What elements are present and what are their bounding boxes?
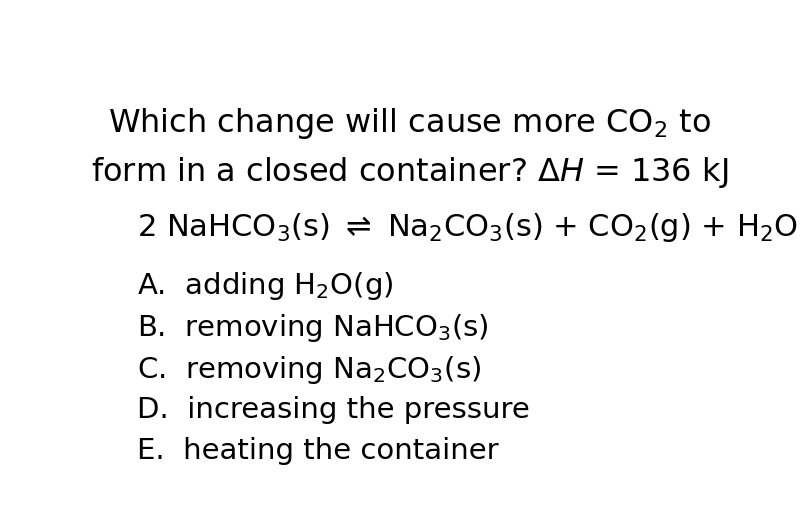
Text: C.  removing Na$_2$CO$_3$(s): C. removing Na$_2$CO$_3$(s) xyxy=(138,354,482,386)
Text: D.  increasing the pressure: D. increasing the pressure xyxy=(138,396,530,424)
Text: form in a closed container? $\Delta H$ = 136 kJ: form in a closed container? $\Delta H$ =… xyxy=(91,154,729,190)
Text: 2 NaHCO$_3$(s) $\rightleftharpoons$ Na$_2$CO$_3$(s) + CO$_2$(g) + H$_2$O(g): 2 NaHCO$_3$(s) $\rightleftharpoons$ Na$_… xyxy=(138,211,800,245)
Text: B.  removing NaHCO$_3$(s): B. removing NaHCO$_3$(s) xyxy=(138,312,489,344)
Text: A.  adding H$_2$O(g): A. adding H$_2$O(g) xyxy=(138,270,394,302)
Text: Which change will cause more $\mathregular{CO_2}$ to: Which change will cause more $\mathregul… xyxy=(109,106,711,141)
Text: E.  heating the container: E. heating the container xyxy=(138,437,499,465)
